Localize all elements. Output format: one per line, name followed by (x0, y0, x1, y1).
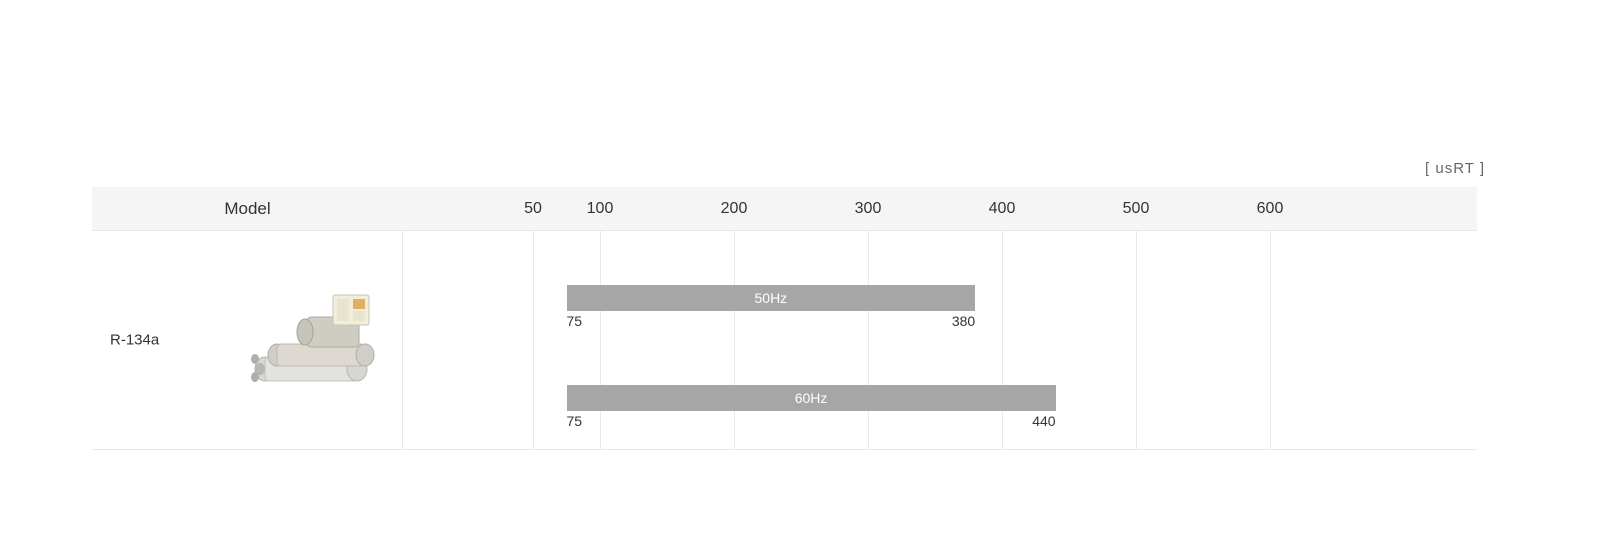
unit-label: [ usRT ] (1425, 160, 1485, 177)
axis-tick-label: 300 (855, 200, 882, 218)
range-end-value: 440 (1032, 413, 1055, 429)
gridline (1270, 231, 1271, 449)
page-root: [ usRT ] Model 50 100 200 300 400 500 600 R-13… (0, 0, 1600, 559)
range-start-value: 75 (567, 413, 583, 429)
gridline (600, 231, 601, 449)
table-header-row: Model 50 100 200 300 400 500 600 (92, 187, 1477, 230)
gridline (734, 231, 735, 449)
capacity-table: Model 50 100 200 300 400 500 600 R-134a (92, 187, 1477, 450)
gridline (868, 231, 869, 449)
table-body-row: R-134a (92, 230, 1477, 450)
chart-area: 50Hz 75 380 60Hz 75 440 (403, 231, 1477, 449)
gridline (1002, 231, 1003, 449)
range-bar: 50Hz (567, 285, 976, 311)
range-bar: 60Hz (567, 385, 1056, 411)
axis-tick-label: 600 (1257, 200, 1284, 218)
axis-tick-label: 50 (524, 200, 542, 218)
axis-tick-label: 100 (587, 200, 614, 218)
gridline (533, 231, 534, 449)
refrigerant-label: R-134a (110, 332, 159, 349)
chiller-product-icon (247, 285, 397, 395)
axis-tick-label: 200 (721, 200, 748, 218)
gridline (1136, 231, 1137, 449)
header-ticks-area: 50 100 200 300 400 500 600 (403, 187, 1477, 230)
range-end-value: 380 (952, 313, 975, 329)
axis-tick-label: 500 (1123, 200, 1150, 218)
model-cell: R-134a (92, 231, 403, 449)
header-model-label: Model (92, 199, 403, 219)
range-start-value: 75 (567, 313, 583, 329)
axis-tick-label: 400 (989, 200, 1016, 218)
